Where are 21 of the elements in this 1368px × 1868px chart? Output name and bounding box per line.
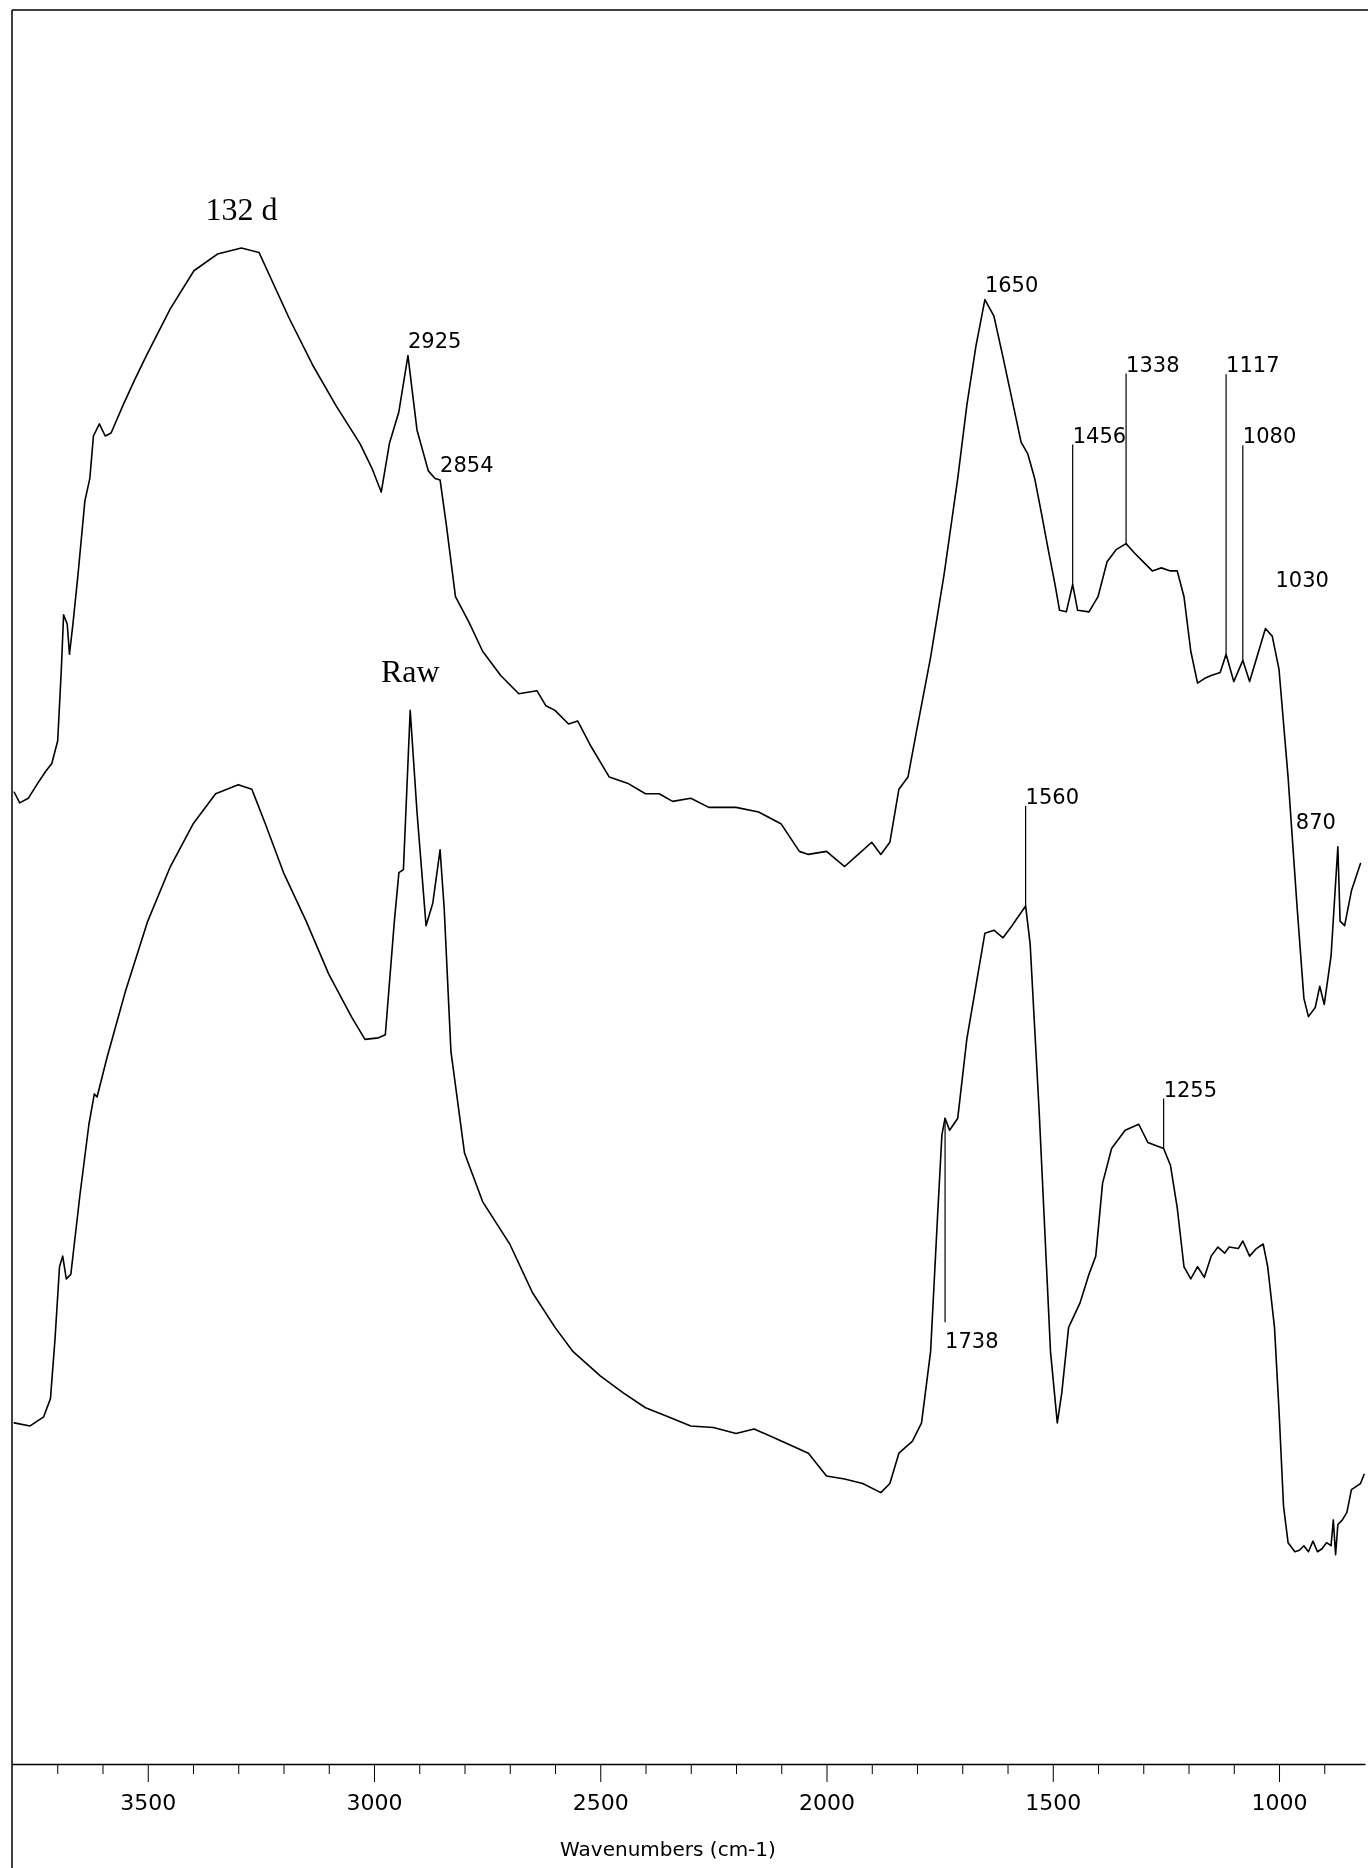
annotation: 1338 bbox=[1126, 352, 1180, 377]
x-tick-label: 1000 bbox=[1251, 1789, 1308, 1815]
annotation: 870 bbox=[1295, 809, 1336, 834]
annotation: 1117 bbox=[1226, 353, 1280, 378]
annotation: 1738 bbox=[945, 1329, 999, 1354]
annotation: 2854 bbox=[440, 452, 494, 477]
annotation: 1560 bbox=[1025, 784, 1080, 809]
x-tick-label: 1500 bbox=[1025, 1789, 1082, 1815]
annotation: 1456 bbox=[1072, 423, 1127, 448]
series-label: 132 d bbox=[205, 191, 278, 227]
annotation: 1650 bbox=[984, 272, 1039, 297]
x-tick-label: 2500 bbox=[572, 1789, 629, 1815]
x-axis-title: Wavenumbers (cm-1) bbox=[560, 1837, 776, 1861]
series-label: Raw bbox=[380, 653, 440, 690]
annotation: 1080 bbox=[1242, 424, 1297, 449]
x-tick-label: 3000 bbox=[346, 1789, 403, 1815]
annotation: 1255 bbox=[1163, 1077, 1218, 1102]
annotation: 2925 bbox=[407, 328, 462, 353]
x-tick-label: 3500 bbox=[120, 1789, 177, 1815]
x-tick-label: 2000 bbox=[799, 1789, 856, 1815]
annotation: 1030 bbox=[1275, 567, 1329, 592]
